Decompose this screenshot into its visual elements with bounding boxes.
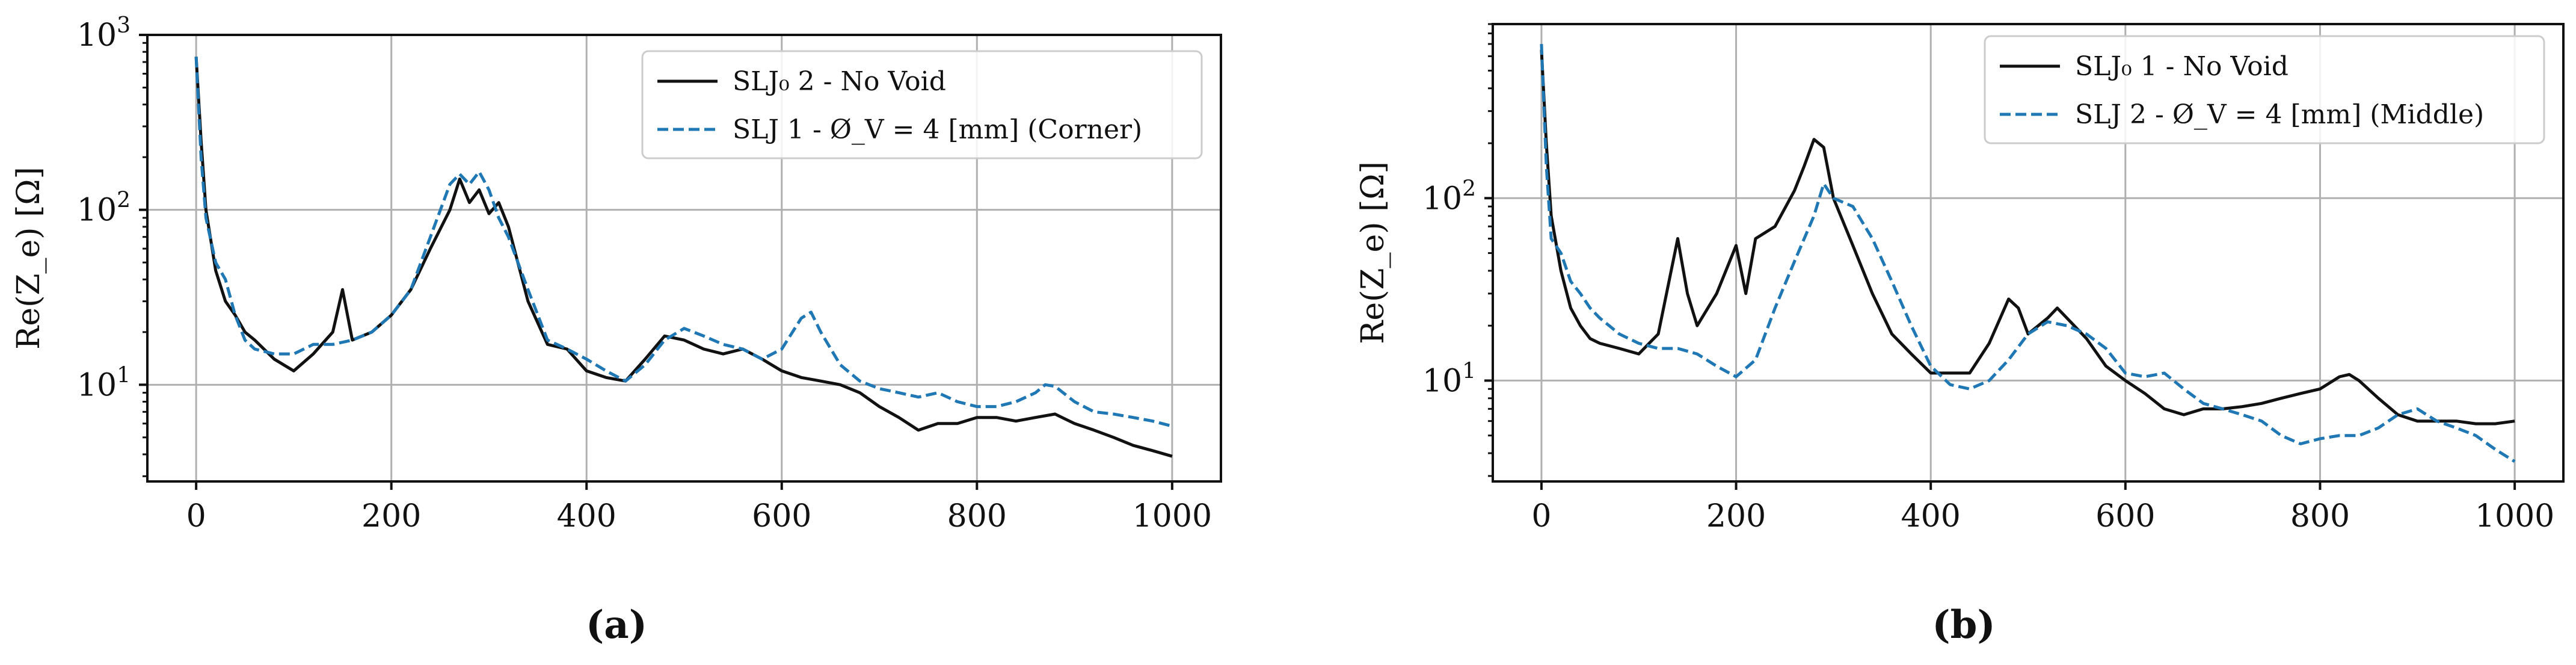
legend-box [641, 50, 1203, 159]
plot-frame [146, 34, 1222, 483]
x-tick-label: 1000 [2475, 498, 2554, 534]
x-tick-label: 400 [557, 498, 616, 534]
y-axis-title: Re(Z_e) [Ω] [1355, 161, 1391, 344]
panel-caption: (a) [586, 602, 647, 648]
y-tick-label: 103 [77, 13, 131, 54]
y-tick-label: 101 [1422, 359, 1476, 399]
x-tick-label: 400 [1901, 498, 1961, 534]
chart-panel-a: 0 200 400 600 800 1000 101 102 103 Re(Z_e) [Ω] SLJ… [11, 13, 1222, 648]
y-tick-label: 102 [1422, 176, 1476, 217]
legend-label-2: SLJ 1 - Ø_V = 4 [mm] (Corner) [733, 114, 1142, 145]
y-axis-title: Re(Z_e) [Ω] [11, 167, 47, 350]
legend-label-1: SLJ₀ 2 - No Void [733, 66, 946, 97]
x-tick-label: 800 [947, 498, 1007, 534]
series-line-2 [1540, 44, 2516, 463]
x-tick-label: 600 [2095, 498, 2155, 534]
x-tick-label: 200 [1706, 498, 1766, 534]
x-tick-label: 0 [186, 498, 206, 534]
x-tick-label: 600 [752, 498, 811, 534]
x-tick-label: 200 [361, 498, 421, 534]
chart-panel-b: 0 200 400 600 800 1000 101 102 Re(Z_e) [Ω] SLJ₀ 1… [1355, 23, 2565, 648]
legend-box [1984, 35, 2545, 144]
series-line-1 [1540, 49, 2515, 425]
y-tick-label: 101 [77, 363, 131, 403]
x-tick-label: 0 [1531, 498, 1551, 534]
legend: SLJ₀ 2 - No Void SLJ 1 - Ø_V = 4 [mm] (Co… [641, 50, 1203, 159]
panel-caption: (b) [1932, 602, 1995, 648]
legend-label-1: SLJ₀ 1 - No Void [2075, 51, 2289, 82]
x-tick-label: 1000 [1133, 498, 1212, 534]
legend-label-2: SLJ 2 - Ø_V = 4 [mm] (Middle) [2075, 99, 2484, 130]
legend: SLJ₀ 1 - No Void SLJ 2 - Ø_V = 4 [mm] (Mi… [1984, 35, 2545, 144]
series-line-1 [194, 57, 1173, 458]
series-line-2 [194, 57, 1173, 428]
x-tick-label: 800 [2290, 498, 2350, 534]
y-tick-label: 102 [77, 188, 131, 229]
